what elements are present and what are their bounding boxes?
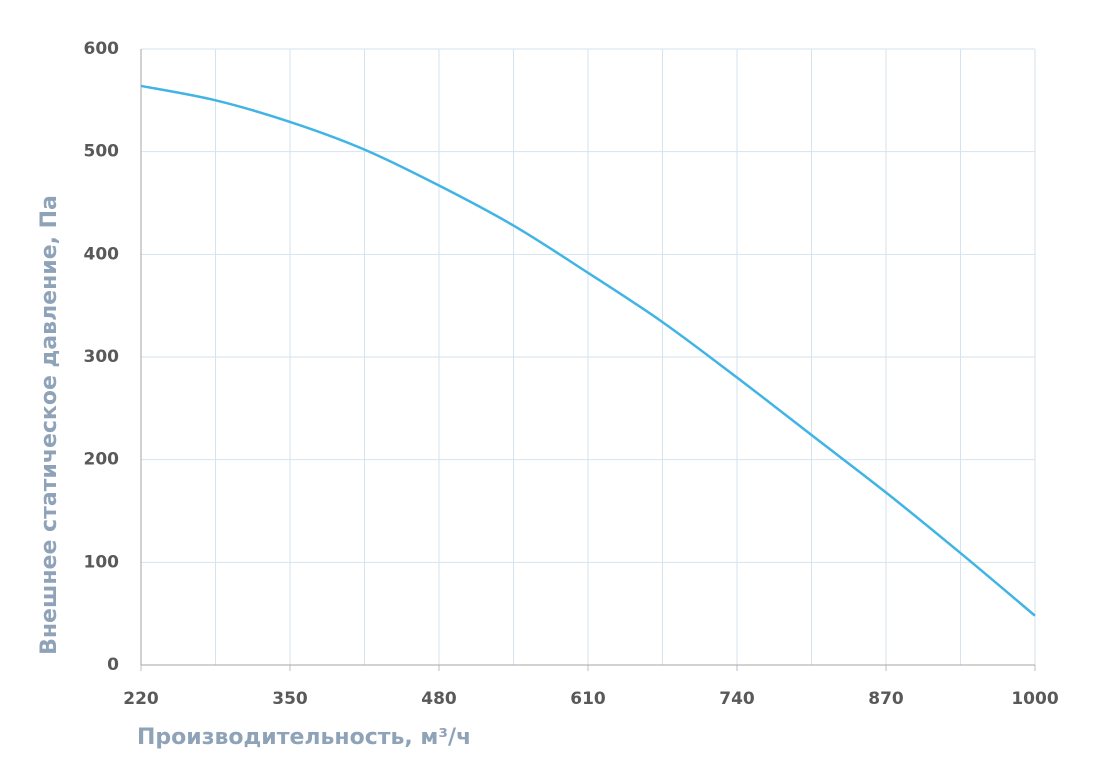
y-tick-label: 500 [84, 142, 120, 162]
y-axis-title: Внешнее статическое давление, Па [37, 195, 62, 655]
x-tick-label: 870 [868, 689, 904, 709]
x-tick-label: 1000 [1011, 689, 1058, 709]
x-tick-label: 350 [272, 689, 308, 709]
line-series [140, 84, 1036, 617]
y-tick-label: 400 [84, 244, 120, 264]
y-tick-label: 300 [84, 347, 120, 367]
y-tick-label: 200 [84, 450, 120, 470]
y-tick-label: 0 [107, 655, 119, 675]
y-tick-label: 100 [84, 552, 120, 572]
x-tick-label: 740 [719, 689, 755, 709]
x-tick-label: 220 [123, 689, 159, 709]
x-tick-label: 480 [421, 689, 457, 709]
x-axis-title: Производительность, м³/ч [137, 725, 471, 750]
y-tick-label: 600 [84, 39, 120, 59]
x-tick-label: 610 [570, 689, 606, 709]
